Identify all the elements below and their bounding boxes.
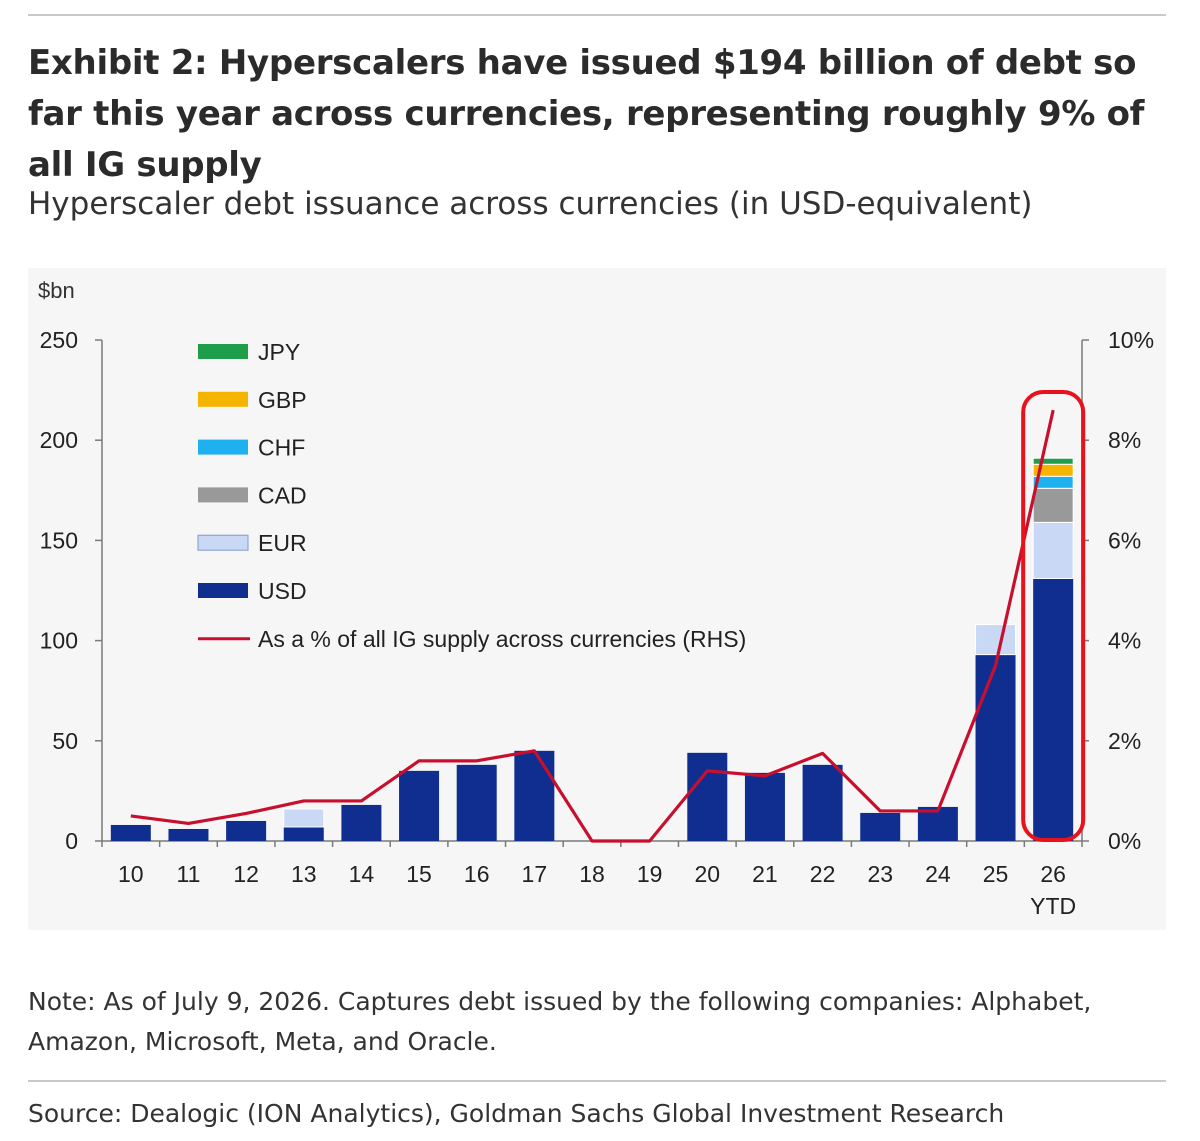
legend-label: CHF [258, 435, 305, 461]
issuance-chart: $bn 0 50 100 150 200 250 0% 2% 4% 6% 8% 10% 10 11 12 13 1… [38, 278, 1154, 919]
top-rule [28, 14, 1166, 16]
bar-usd [744, 772, 785, 841]
legend-swatch-gbp [198, 391, 248, 407]
ig-share-line [130, 409, 1055, 843]
right-tick-label: 2% [1108, 728, 1141, 754]
chart-title: Exhibit 2: Hyperscalers have issued $194… [28, 43, 1145, 185]
chart-subtitle: Hyperscaler debt issuance across currenc… [28, 186, 1033, 222]
x-tick-label: 24 [925, 861, 951, 887]
x-tick-label: 25 [983, 861, 1009, 887]
x-tick-label: 21 [752, 861, 778, 887]
x-tick-label: 22 [810, 861, 836, 887]
legend-label: GBP [258, 387, 307, 413]
bar-usd [975, 654, 1016, 841]
legend-swatch-chf [198, 439, 248, 455]
bar-usd [226, 820, 267, 841]
legend-label: USD [258, 578, 307, 604]
legend-swatch-cad [198, 487, 248, 503]
footer-rule [28, 1080, 1166, 1082]
bar-usd [687, 752, 728, 841]
bar-usd [283, 826, 324, 841]
right-tick-label: 6% [1108, 527, 1141, 553]
x-tick-label: 15 [406, 861, 432, 887]
bar-usd [1033, 578, 1074, 841]
x-tick-label: 18 [579, 861, 605, 887]
legend-label: EUR [258, 530, 307, 556]
bar-eur [975, 624, 1017, 656]
legend-swatch-jpy [198, 344, 248, 359]
bar-usd [399, 770, 440, 841]
legend-label: CAD [258, 482, 307, 508]
legend-swatch-eur [197, 534, 249, 551]
bar-usd [456, 764, 497, 841]
x-tick-label: 19 [637, 861, 663, 887]
bar-eur [283, 808, 325, 828]
right-tick-label: 10% [1108, 327, 1154, 353]
x-tick-label: 14 [349, 861, 375, 887]
left-tick-label: 100 [40, 628, 78, 654]
right-tick-label: 4% [1108, 628, 1141, 654]
bar-usd [802, 764, 843, 841]
x-tick-label: 26 [1040, 861, 1066, 887]
bar-usd [860, 812, 901, 841]
legend-label: JPY [258, 339, 300, 365]
x-tick-label: 16 [464, 861, 490, 887]
x-tick-label: 11 [177, 861, 201, 887]
chart-source: Source: Dealogic (ION Analytics), Goldma… [28, 1099, 1005, 1128]
highlight-box [1021, 390, 1086, 842]
bar-usd [110, 824, 151, 841]
bar-usd [168, 828, 209, 841]
x-tick-label: YTD [1030, 893, 1076, 919]
left-tick-label: 150 [40, 527, 78, 553]
right-tick-label: 0% [1108, 828, 1141, 854]
left-tick-label: 200 [40, 427, 78, 453]
x-tick-label: 13 [291, 861, 317, 887]
legend-swatch-usd [198, 583, 248, 598]
left-tick-label: 50 [52, 728, 78, 754]
y-unit-label: $bn [38, 278, 75, 303]
right-tick-label: 8% [1108, 427, 1141, 453]
bar-usd [341, 804, 382, 841]
bar-usd [917, 806, 958, 841]
bar-jpy [1032, 457, 1074, 465]
bar-eur [1032, 521, 1074, 579]
bar-usd [514, 750, 555, 841]
bar-cad [1032, 487, 1074, 523]
left-tick-label: 250 [40, 327, 78, 353]
x-tick-label: 17 [522, 861, 548, 887]
left-tick-label: 0 [65, 828, 78, 854]
legend-label: As a % of all IG supply across currencie… [258, 626, 746, 652]
x-tick-label: 10 [118, 861, 144, 887]
x-tick-label: 12 [233, 861, 259, 887]
chart-note: Note: As of July 9, 2026. Captures debt … [28, 987, 1092, 1056]
chart-panel: $bn 0 50 100 150 200 250 0% 2% 4% 6% 8% 10% 10 11 12 13 1… [28, 268, 1166, 930]
x-tick-label: 20 [694, 861, 720, 887]
x-tick-label: 23 [867, 861, 893, 887]
